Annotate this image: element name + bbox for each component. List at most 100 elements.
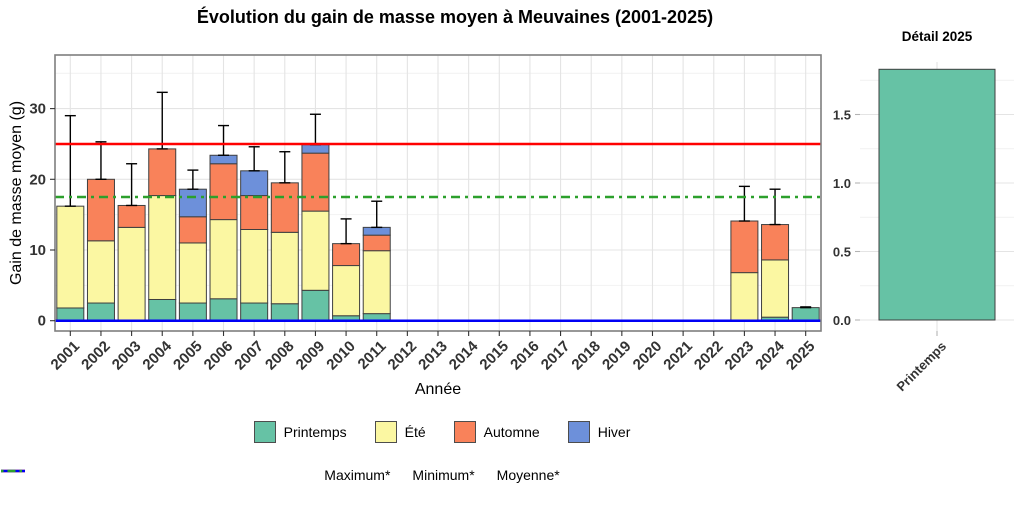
x-tick-label: 2019 [599, 338, 635, 374]
legend-line-swatch-moyenne [1, 469, 25, 473]
legend-swatch-ete [374, 421, 397, 443]
bar-automne-2006 [209, 163, 238, 221]
x-tick-label: 2023 [722, 338, 758, 374]
x-tick-label: 2013 [415, 338, 451, 374]
bar-hiver-2006 [209, 154, 238, 165]
x-tick-label: 2022 [691, 338, 727, 374]
bar-ete-2003 [117, 226, 146, 322]
y-tick-label: 0 [38, 313, 46, 330]
bar-printemps-2001 [56, 307, 85, 322]
error-bar-2002 [95, 141, 107, 181]
bar-ete-2007 [240, 228, 269, 304]
x-axis-title: Année [414, 381, 462, 398]
x-tick-label: 2018 [568, 338, 604, 374]
legend-label: Moyenne* [496, 467, 560, 483]
y-tick-label: 0.5 [833, 245, 851, 260]
error-bar-2005 [187, 169, 199, 190]
chart-title: Évolution du gain de masse moyen à Meuva… [196, 7, 714, 27]
x-tick-label: 2011 [355, 338, 390, 373]
bar-ete-2011 [362, 250, 391, 315]
x-tick-label: 2024 [752, 337, 788, 373]
bar-ete-2009 [301, 210, 330, 291]
bar-automne-2023 [730, 220, 759, 274]
legend-seasons: Printemps Été Automne Hiver [0, 421, 884, 443]
legend-item-maximum: Maximum* [1, 467, 391, 483]
bar-automne-2002 [86, 178, 115, 242]
x-tick-label: 2009 [293, 338, 329, 374]
legend-item-minimum: Minimum* [1, 467, 475, 483]
bar-ete-2006 [209, 219, 238, 300]
x-tick-label: 2015 [476, 338, 512, 374]
error-bar-2006 [218, 124, 230, 156]
bar-printemps-printemps [878, 68, 996, 321]
bar-printemps-2008 [270, 303, 299, 322]
x-tick-label: 2025 [783, 338, 819, 374]
bar-ete-2008 [270, 231, 299, 305]
legend-item-printemps: Printemps [253, 421, 347, 443]
legend-item-moyenne: Moyenne* [1, 467, 560, 483]
legend-swatch-printemps [253, 421, 276, 443]
bar-hiver-2011 [362, 226, 391, 236]
x-tick-label: 2012 [385, 338, 421, 374]
error-bar-2008 [279, 151, 291, 184]
x-tick-label: 2016 [507, 338, 543, 374]
x-tick-label: 2005 [170, 338, 206, 374]
x-tick-label: 2014 [446, 337, 482, 373]
legend-ref-lines: Maximum* Minimum* Moyenne* [0, 467, 884, 483]
bar-ete-2005 [178, 242, 207, 304]
bar-ete-2024 [761, 259, 790, 318]
legend-label: Printemps [283, 424, 347, 440]
x-tick-label: 2020 [630, 338, 666, 374]
error-bar-2024 [769, 188, 781, 226]
error-bar-2009 [309, 113, 321, 146]
bar-hiver-2009 [301, 144, 330, 154]
bar-automne-2008 [270, 182, 299, 233]
bar-ete-2023 [730, 272, 759, 322]
x-tick-label: Printemps [894, 339, 950, 395]
error-bar-2007 [248, 146, 260, 172]
bar-automne-2009 [301, 152, 330, 212]
x-tick-label: 2002 [78, 338, 114, 374]
x-tick-label: 2008 [262, 338, 298, 374]
bar-ete-2004 [148, 195, 177, 300]
bar-automne-2011 [362, 234, 391, 252]
x-tick-label: 2017 [538, 338, 574, 374]
x-tick-label: 2001 [48, 338, 84, 374]
bar-automne-2003 [117, 204, 146, 228]
bar-hiver-2007 [240, 170, 269, 197]
bar-automne-2024 [761, 224, 790, 261]
legend-label: Automne [483, 424, 540, 440]
detail-chart-title: Détail 2025 [901, 29, 973, 44]
legend-label: Minimum* [412, 467, 475, 483]
x-tick-label: 2006 [201, 338, 237, 374]
bar-printemps-2009 [301, 289, 330, 322]
error-bar-2003 [126, 163, 138, 207]
legend-swatch-automne [453, 421, 476, 443]
legend-item-ete: Été [374, 421, 426, 443]
x-tick-label: 2003 [109, 338, 145, 374]
bar-ete-2002 [86, 240, 115, 304]
bar-printemps-2007 [240, 302, 269, 322]
bar-hiver-2005 [178, 188, 207, 218]
y-tick-label: 20 [29, 171, 46, 188]
legend-label: Maximum* [324, 467, 391, 483]
y-tick-label: 0.0 [833, 313, 851, 328]
y-tick-label: 1.5 [833, 108, 851, 123]
x-tick-label: 2021 [660, 338, 696, 374]
y-tick-label: 10 [29, 242, 46, 259]
legend-label: Hiver [597, 424, 631, 440]
bar-printemps-2004 [148, 298, 177, 322]
x-tick-label: 2007 [231, 338, 267, 374]
error-bar-2011 [371, 200, 383, 229]
error-bar-2025 [800, 306, 812, 309]
bar-printemps-2002 [86, 302, 115, 322]
bar-printemps-2005 [178, 302, 207, 322]
y-tick-label: 30 [29, 101, 46, 118]
legend-item-hiver: Hiver [567, 421, 631, 443]
y-tick-label: 1.0 [833, 176, 851, 191]
error-bar-2023 [738, 185, 750, 222]
error-bar-2004 [156, 91, 168, 150]
bar-automne-2005 [178, 216, 207, 244]
